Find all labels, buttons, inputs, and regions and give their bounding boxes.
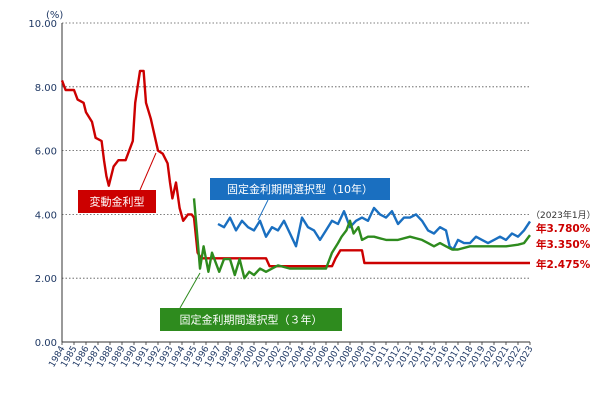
series-line-2 bbox=[217, 206, 531, 251]
label-leader-line bbox=[257, 199, 269, 221]
label-leader-line bbox=[139, 152, 157, 191]
series-lines bbox=[60, 69, 531, 280]
series-line-3 bbox=[192, 198, 531, 280]
y-tick-label: 8.00 bbox=[35, 83, 57, 94]
end-value-label: 年3.350% bbox=[536, 238, 591, 251]
series-line-1 bbox=[60, 69, 530, 268]
label-leader-line bbox=[179, 272, 201, 309]
y-tick-label: 2.00 bbox=[35, 274, 57, 285]
y-tick-label: 6.00 bbox=[35, 147, 57, 158]
series-labels: 変動金利型 固定金利期間選択型（10年） 固定金利期間選択型（３年） 年3.780% 年… bbox=[78, 152, 591, 331]
series-label-box bbox=[78, 190, 156, 213]
y-axis-unit: (%) bbox=[46, 10, 63, 21]
y-tick-label: 4.00 bbox=[35, 210, 57, 221]
series-label-text: 固定金利期間選択型（３年） bbox=[180, 313, 323, 327]
y-tick-label: 10.00 bbox=[28, 19, 57, 30]
end-value-label: 年3.780% bbox=[536, 222, 591, 235]
axes bbox=[61, 23, 531, 345]
date-note: （2023年1月） bbox=[531, 209, 596, 221]
grid bbox=[62, 22, 530, 279]
series-label-box bbox=[210, 178, 390, 200]
series-label-text: 変動金利型 bbox=[90, 195, 145, 209]
x-tick-labels: 1984198519861987198819891990199119921993… bbox=[47, 344, 535, 369]
series-label-text: 固定金利期間選択型（10年） bbox=[227, 182, 373, 196]
y-tick-labels: 0.00 2.00 4.00 6.00 8.00 10.00 bbox=[28, 19, 57, 349]
end-value-label: 年2.475% bbox=[536, 258, 591, 271]
series-label-box bbox=[160, 308, 342, 331]
y-tick-label: 0.00 bbox=[35, 338, 57, 349]
